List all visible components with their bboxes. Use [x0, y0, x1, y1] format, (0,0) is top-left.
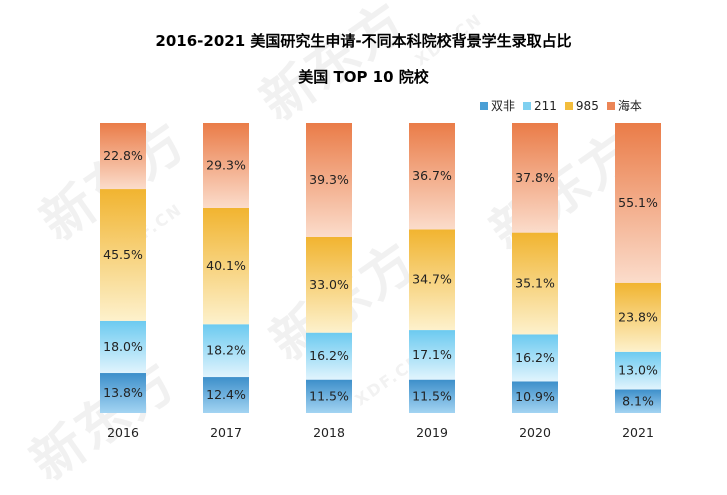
- x-tick-label: 2019: [416, 425, 448, 440]
- bar-segment: [512, 123, 558, 233]
- legend-swatch: [480, 101, 488, 110]
- bar-segment: [100, 123, 146, 190]
- data-label: 12.4%: [206, 387, 246, 402]
- legend-swatch: [564, 101, 573, 110]
- legend-label: 211: [534, 98, 557, 113]
- x-tick-label: 2017: [210, 425, 242, 440]
- x-tick-label: 2020: [519, 425, 551, 440]
- data-label: 23.8%: [618, 309, 658, 324]
- data-label: 13.0%: [618, 363, 658, 378]
- bar-segment: [409, 379, 455, 413]
- bar-segment: [512, 334, 558, 382]
- bar-segment: [512, 232, 558, 335]
- bar-segment: [615, 123, 661, 283]
- legend-item: 双非: [480, 97, 515, 114]
- bar-segment: [409, 229, 455, 331]
- data-label: 16.2%: [515, 350, 555, 365]
- legend-swatch: [606, 101, 615, 110]
- bar-segment: [615, 351, 661, 390]
- chart-legend: 双非 211 985 海本: [480, 97, 642, 114]
- data-label: 36.7%: [412, 168, 452, 183]
- bar-segment: [306, 332, 352, 380]
- data-label: 37.8%: [515, 170, 555, 185]
- bar-segment: [306, 236, 352, 333]
- data-label: 39.3%: [309, 172, 349, 187]
- bar-segment: [100, 373, 146, 413]
- data-label: 33.0%: [309, 277, 349, 292]
- bar-segment: [409, 123, 455, 230]
- bar-segment: [100, 320, 146, 374]
- bar-segment: [409, 330, 455, 380]
- data-label: 8.1%: [622, 393, 654, 408]
- data-label: 18.0%: [103, 339, 143, 354]
- data-label: 13.8%: [103, 385, 143, 400]
- data-label: 40.1%: [206, 258, 246, 273]
- data-label: 17.1%: [412, 347, 452, 362]
- legend-item: 985: [564, 97, 599, 114]
- bar-segment: [100, 189, 146, 321]
- data-label: 16.2%: [309, 348, 349, 363]
- bar-segment: [615, 282, 661, 352]
- data-label: 45.5%: [103, 247, 143, 262]
- x-tick-label: 2016: [107, 425, 139, 440]
- legend-item: 海本: [606, 97, 642, 114]
- stacked-bar-chart: 13.8% 18.0% 45.5% 22.8% 2016 12.4% 18.2% 40.1% 2…: [100, 123, 661, 440]
- legend-swatch: [523, 101, 532, 110]
- legend-label: 985: [575, 98, 599, 113]
- chart-subtitle: 美国 TOP 10 院校: [298, 68, 429, 86]
- data-label: 35.1%: [515, 276, 555, 291]
- bar-segment: [203, 123, 249, 208]
- legend-label: 双非: [491, 99, 516, 113]
- bar-segment: [203, 377, 249, 413]
- data-label: 22.8%: [103, 148, 143, 163]
- x-tick-label: 2021: [622, 425, 654, 440]
- chart-title: 2016-2021 美国研究生申请-不同本科院校背景学生录取占比: [155, 32, 572, 50]
- data-label: 10.9%: [515, 389, 555, 404]
- data-label: 18.2%: [206, 343, 246, 358]
- bar-segment: [512, 381, 558, 413]
- bar-segment: [203, 324, 249, 378]
- data-label: 55.1%: [618, 195, 658, 210]
- bar-segment: [306, 123, 352, 237]
- data-label: 11.5%: [412, 388, 452, 403]
- legend-item: 211: [523, 97, 557, 114]
- data-label: 29.3%: [206, 157, 246, 172]
- legend-label: 海本: [617, 99, 642, 113]
- data-label: 11.5%: [309, 388, 349, 403]
- bar-segment: [615, 389, 661, 413]
- data-label: 34.7%: [412, 272, 452, 287]
- bar-segment: [203, 207, 249, 325]
- bar-segment: [306, 379, 352, 413]
- x-tick-label: 2018: [313, 425, 345, 440]
